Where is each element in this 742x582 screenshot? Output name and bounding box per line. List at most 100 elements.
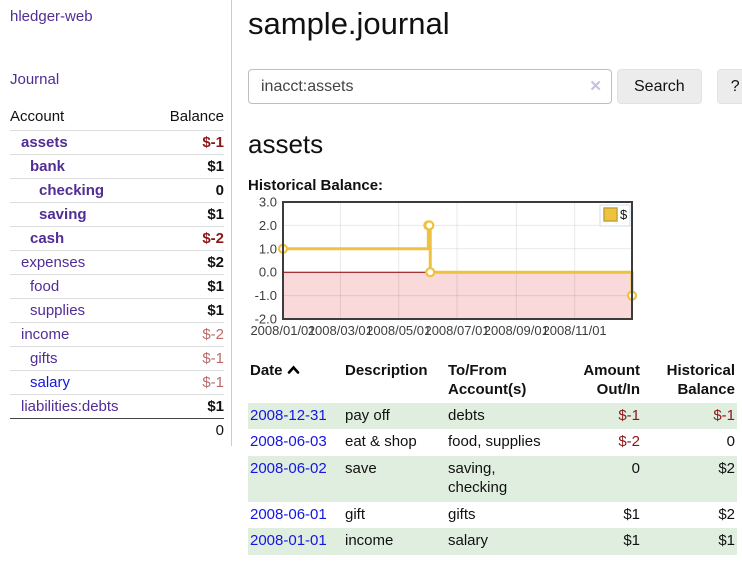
- account-balance: $-1: [202, 374, 224, 391]
- cell-accounts: salary: [448, 532, 489, 550]
- accounts-header-balance: Balance: [169, 108, 224, 125]
- cell-date[interactable]: 2008-12-31: [248, 403, 343, 430]
- cell-accounts: saving, checking: [448, 460, 508, 496]
- accounts-header-account: Account: [10, 108, 65, 125]
- account-balance: $1: [207, 398, 224, 415]
- account-link-salary[interactable]: salary: [30, 374, 71, 391]
- svg-text:2008/07/01: 2008/07/01: [424, 323, 489, 338]
- clear-search-icon[interactable]: ✕: [589, 78, 602, 95]
- accounts-total-row: 0: [10, 418, 224, 443]
- account-link-gifts[interactable]: gifts: [30, 350, 58, 367]
- svg-text:2008/09/01: 2008/09/01: [484, 323, 549, 338]
- help-button[interactable]: ?: [716, 69, 742, 104]
- app-title-link[interactable]: hledger-web: [10, 8, 93, 25]
- sidebar: hledger-web Journal Account Balance asse…: [0, 0, 232, 446]
- cell-description: income: [345, 532, 394, 550]
- cell-accounts: debts: [448, 406, 485, 424]
- account-balance: $-2: [202, 230, 224, 247]
- historical-balance-chart[interactable]: $3.0 2.0 1.0 0.0 -1.0 -2.0 2008/01/01 2008/03/0…: [248, 195, 742, 342]
- account-row: checking 0: [10, 178, 224, 203]
- main-content: sample.journal ✕ Search ? assets Histori…: [248, 0, 742, 555]
- svg-text:2008/11/01: 2008/11/01: [543, 323, 607, 338]
- transaction-date-link[interactable]: 2008-06-01: [250, 505, 327, 523]
- account-balance: $1: [207, 302, 224, 319]
- table-row[interactable]: 2008-12-31 pay off debts $-1 $-1: [248, 402, 737, 430]
- account-row: cash $-2: [10, 226, 224, 251]
- account-row: bank $1: [10, 154, 224, 179]
- cell-amount: 0: [631, 460, 640, 477]
- cell-date[interactable]: 2008-06-03: [248, 429, 343, 456]
- register-table: Date Description To/From Account(s) Amou…: [248, 359, 737, 555]
- cell-description: gift: [345, 505, 366, 523]
- account-row: assets $-1: [10, 130, 224, 155]
- table-row[interactable]: 2008-06-02 save saving, checking 0 $2: [248, 456, 737, 502]
- cell-balance: $2: [718, 505, 735, 523]
- account-balance: $-2: [202, 326, 224, 343]
- table-row[interactable]: 2008-06-01 gift gifts $1 $2: [248, 502, 737, 529]
- account-balance: $1: [207, 206, 224, 223]
- account-balance: $1: [207, 278, 224, 295]
- table-row[interactable]: 2008-06-03 eat & shop food, supplies $-2 0: [248, 429, 737, 456]
- account-link-assets[interactable]: assets: [21, 134, 68, 151]
- register-header-amount: Amount Out/In: [583, 362, 640, 398]
- cell-amount: $1: [623, 505, 640, 523]
- account-link-cash[interactable]: cash: [30, 230, 65, 247]
- account-heading: assets: [248, 129, 324, 159]
- account-row: salary $-1: [10, 370, 224, 395]
- account-link-checking[interactable]: checking: [39, 182, 105, 199]
- chart-canvas[interactable]: $3.0 2.0 1.0 0.0 -1.0 -2.02008/01/012008/03/0…: [248, 195, 640, 342]
- svg-text:2.0: 2.0: [259, 218, 277, 233]
- search-button[interactable]: Search: [617, 69, 702, 104]
- cell-balance: $2: [718, 460, 735, 477]
- accounts-total-value: 0: [215, 422, 224, 439]
- register-header-accounts: To/From Account(s): [448, 362, 527, 398]
- account-row: saving $1: [10, 202, 224, 227]
- svg-text:1.0: 1.0: [259, 241, 277, 256]
- search-input[interactable]: [248, 69, 612, 104]
- cell-accounts: gifts: [448, 505, 476, 523]
- account-balance: $2: [207, 254, 224, 271]
- account-row: income $-2: [10, 322, 224, 347]
- account-row: gifts $-1: [10, 346, 224, 371]
- account-link-saving[interactable]: saving: [39, 206, 87, 223]
- accounts-table: Account Balance assets $-1 bank $1 checking 0…: [10, 104, 224, 442]
- register-header-date[interactable]: Date: [248, 359, 343, 403]
- account-link-food[interactable]: food: [30, 278, 60, 295]
- svg-text:3.0: 3.0: [259, 195, 277, 210]
- cell-balance: $1: [718, 532, 735, 550]
- cell-description: pay off: [345, 406, 390, 424]
- cell-date[interactable]: 2008-06-01: [248, 502, 343, 529]
- account-link-bank[interactable]: bank: [30, 158, 66, 175]
- cell-amount: $-1: [618, 406, 640, 424]
- transaction-date-link[interactable]: 2008-12-31: [250, 406, 327, 424]
- svg-text:0.0: 0.0: [259, 265, 277, 280]
- register-header-balance: Historical Balance: [666, 362, 735, 398]
- account-link-income[interactable]: income: [21, 326, 70, 343]
- cell-amount: $-2: [618, 433, 640, 451]
- table-row[interactable]: 2008-01-01 income salary $1 $1: [248, 528, 737, 555]
- cell-amount: $1: [623, 532, 640, 550]
- account-link-liabilities-debts[interactable]: liabilities:debts: [21, 398, 119, 415]
- svg-text:2008/03/01: 2008/03/01: [308, 323, 373, 338]
- cell-accounts: food, supplies: [448, 433, 541, 451]
- account-row: liabilities:debts $1: [10, 394, 224, 419]
- sidebar-item-journal[interactable]: Journal: [10, 71, 60, 88]
- account-row: expenses $2: [10, 250, 224, 275]
- account-balance: $-1: [202, 350, 224, 367]
- account-row: food $1: [10, 274, 224, 299]
- page-title: sample.journal: [248, 6, 450, 41]
- account-row: supplies $1: [10, 298, 224, 323]
- svg-text:2008/05/01: 2008/05/01: [366, 323, 431, 338]
- transaction-date-link[interactable]: 2008-06-03: [250, 433, 327, 451]
- svg-text:2008/01/01: 2008/01/01: [250, 323, 315, 338]
- transaction-date-link[interactable]: 2008-06-02: [250, 460, 327, 477]
- account-link-supplies[interactable]: supplies: [30, 302, 86, 319]
- transaction-date-link[interactable]: 2008-01-01: [250, 532, 327, 550]
- cell-description: save: [345, 460, 377, 477]
- cell-date[interactable]: 2008-06-02: [248, 456, 343, 502]
- account-link-expenses[interactable]: expenses: [21, 254, 86, 271]
- chart-title: Historical Balance:: [248, 177, 384, 194]
- cell-date[interactable]: 2008-01-01: [248, 528, 343, 555]
- account-balance: $1: [207, 158, 224, 175]
- cell-balance: $-1: [713, 406, 735, 424]
